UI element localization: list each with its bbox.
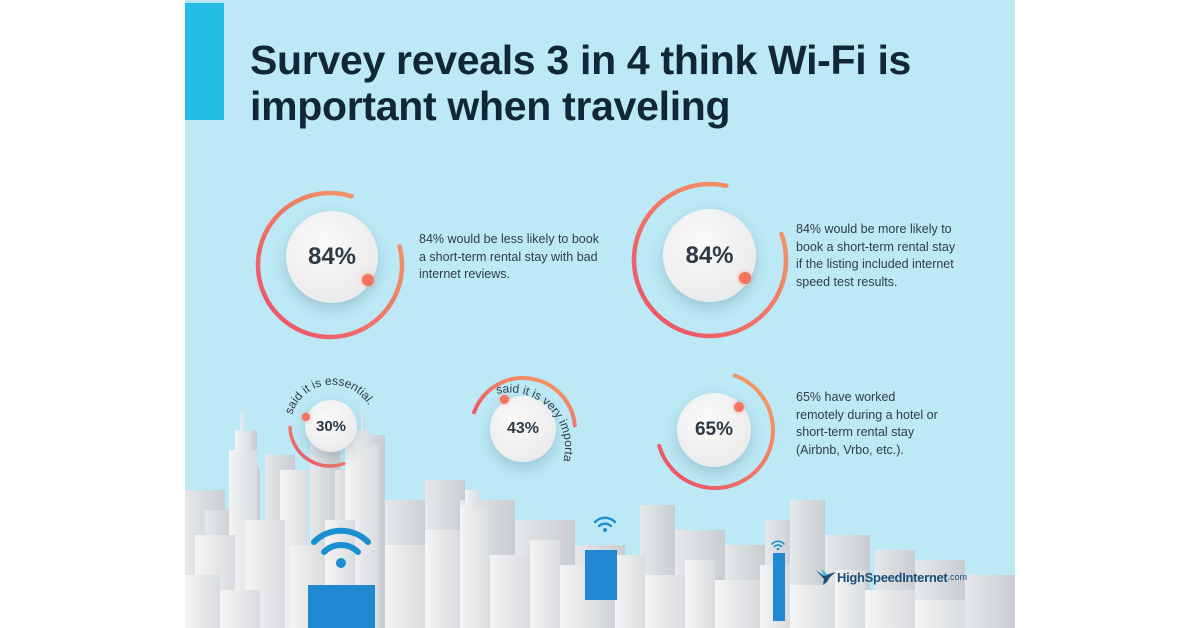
title-accent-bar bbox=[185, 3, 224, 120]
stat-percentage: 84% bbox=[307, 243, 357, 270]
stat-ring bbox=[472, 376, 577, 428]
wifi-icon bbox=[771, 540, 785, 551]
ring-marker bbox=[362, 274, 374, 286]
wifi-icon bbox=[311, 527, 371, 568]
svg-text:said it is essential.: said it is essential. bbox=[282, 374, 378, 416]
stat-label: said it is essential. bbox=[282, 374, 378, 416]
ring-marker bbox=[302, 413, 310, 421]
stat-ring bbox=[255, 190, 405, 340]
ring-arc bbox=[472, 376, 577, 428]
svg-text:said it is very important.: said it is very important. bbox=[452, 351, 576, 464]
stat-ring bbox=[631, 181, 789, 339]
stat-description: 84% would be less likely to book a short… bbox=[419, 232, 599, 281]
logo-name: HighSpeedInternet bbox=[837, 569, 948, 585]
stat-label: said it is very important. bbox=[452, 351, 576, 464]
ring-arc bbox=[631, 181, 789, 339]
stat-disc: 43% bbox=[490, 396, 556, 462]
ring-arc bbox=[255, 190, 405, 340]
brand-logo: HighSpeedInternet .com bbox=[815, 568, 967, 586]
ring-arc bbox=[657, 373, 775, 490]
stat-disc: 30% bbox=[305, 400, 357, 452]
hummingbird-logo-icon bbox=[816, 569, 836, 585]
ring-marker bbox=[734, 402, 744, 412]
stat-percentage: 43% bbox=[506, 420, 540, 437]
stat-disc: 84% bbox=[663, 209, 756, 302]
stat-disc: 65% bbox=[677, 393, 751, 467]
ring-marker bbox=[500, 395, 509, 404]
blue-building bbox=[308, 585, 375, 628]
ring-arc bbox=[288, 425, 346, 468]
stat-ring bbox=[288, 425, 346, 468]
curved-stat-label: said it is very important. bbox=[452, 351, 576, 464]
wifi-icon bbox=[593, 516, 617, 532]
curved-stat-label: said it is essential. bbox=[282, 374, 378, 416]
page-title: Survey reveals 3 in 4 think Wi-Fi is imp… bbox=[250, 37, 912, 129]
stat-disc: 84% bbox=[286, 211, 378, 303]
ring-marker bbox=[739, 272, 751, 284]
logo-suffix: .com bbox=[947, 572, 967, 582]
stat-description: 84% would be more likely to book a short… bbox=[796, 222, 956, 289]
stat-percentage: 84% bbox=[685, 241, 734, 269]
stat-percentage: 65% bbox=[694, 419, 734, 440]
infographic-panel bbox=[185, 0, 1015, 628]
stat-ring bbox=[657, 373, 775, 490]
stat-percentage: 30% bbox=[315, 417, 347, 435]
stat-description: 65% have worked remotely during a hotel … bbox=[796, 390, 938, 457]
